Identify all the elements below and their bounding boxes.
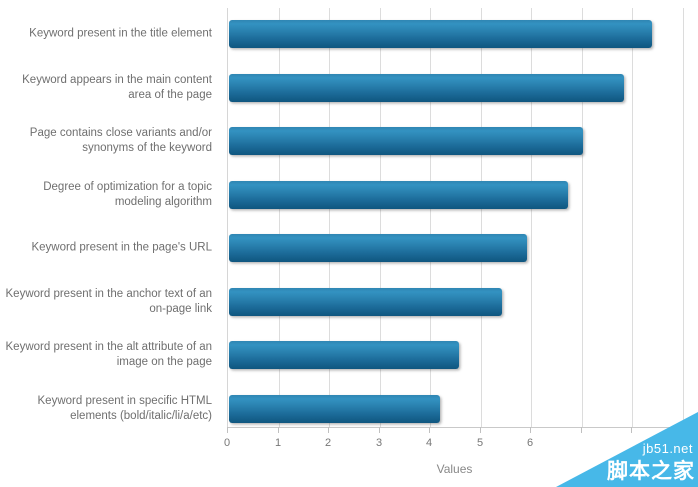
category-label: Keyword present in specific HTML element… bbox=[37, 395, 212, 422]
gridline bbox=[683, 8, 684, 427]
bar bbox=[229, 20, 652, 48]
gridline bbox=[481, 8, 482, 427]
x-tick-mark bbox=[581, 427, 582, 433]
category-label: Keyword present in the alt attribute of … bbox=[5, 341, 212, 368]
category-label: Keyword appears in the main content area… bbox=[22, 74, 212, 101]
x-tick-label: 1 bbox=[274, 437, 282, 449]
x-tick-label: 3 bbox=[375, 437, 383, 449]
x-tick-mark bbox=[530, 427, 531, 433]
gridline bbox=[380, 8, 381, 427]
category-label: Keyword present in the page's URL bbox=[31, 241, 212, 254]
category-label: Degree of optimization for a topic model… bbox=[43, 181, 212, 208]
gridline bbox=[430, 8, 431, 427]
x-tick-label: 6 bbox=[526, 437, 534, 449]
bar bbox=[229, 181, 568, 209]
bar bbox=[229, 127, 583, 155]
x-tick-label: 5 bbox=[476, 437, 484, 449]
gridline bbox=[582, 8, 583, 427]
plot-area bbox=[227, 8, 684, 428]
category-axis: Keyword present in the title element Keyw… bbox=[0, 0, 218, 435]
x-tick-mark bbox=[379, 427, 380, 433]
bar bbox=[229, 341, 459, 369]
gridline bbox=[329, 8, 330, 427]
x-tick-mark bbox=[480, 427, 481, 433]
gridline bbox=[279, 8, 280, 427]
x-tick-label: 2 bbox=[324, 437, 332, 449]
x-tick-mark bbox=[328, 427, 329, 433]
x-tick-mark bbox=[227, 427, 228, 433]
x-tick-mark bbox=[429, 427, 430, 433]
x-tick-label: 4 bbox=[425, 437, 433, 449]
category-label: Page contains close variants and/or syno… bbox=[29, 127, 212, 154]
x-tick-mark bbox=[278, 427, 279, 433]
bar bbox=[229, 288, 502, 316]
gridline bbox=[632, 8, 633, 427]
bar bbox=[229, 395, 440, 423]
category-label: Keyword present in the anchor text of an… bbox=[5, 288, 212, 315]
x-tick-mark bbox=[631, 427, 632, 433]
category-label: Keyword present in the title element bbox=[29, 27, 212, 40]
watermark-site-url: jb51.net bbox=[642, 441, 693, 456]
x-tick-label: 0 bbox=[223, 437, 231, 449]
watermark-site-name: 脚本之家 bbox=[607, 460, 695, 483]
bar bbox=[229, 234, 527, 262]
x-axis: 0 1 2 3 4 5 6 bbox=[224, 427, 682, 457]
x-axis-title: Values bbox=[436, 462, 473, 476]
gridline bbox=[531, 8, 532, 427]
bar bbox=[229, 74, 624, 102]
